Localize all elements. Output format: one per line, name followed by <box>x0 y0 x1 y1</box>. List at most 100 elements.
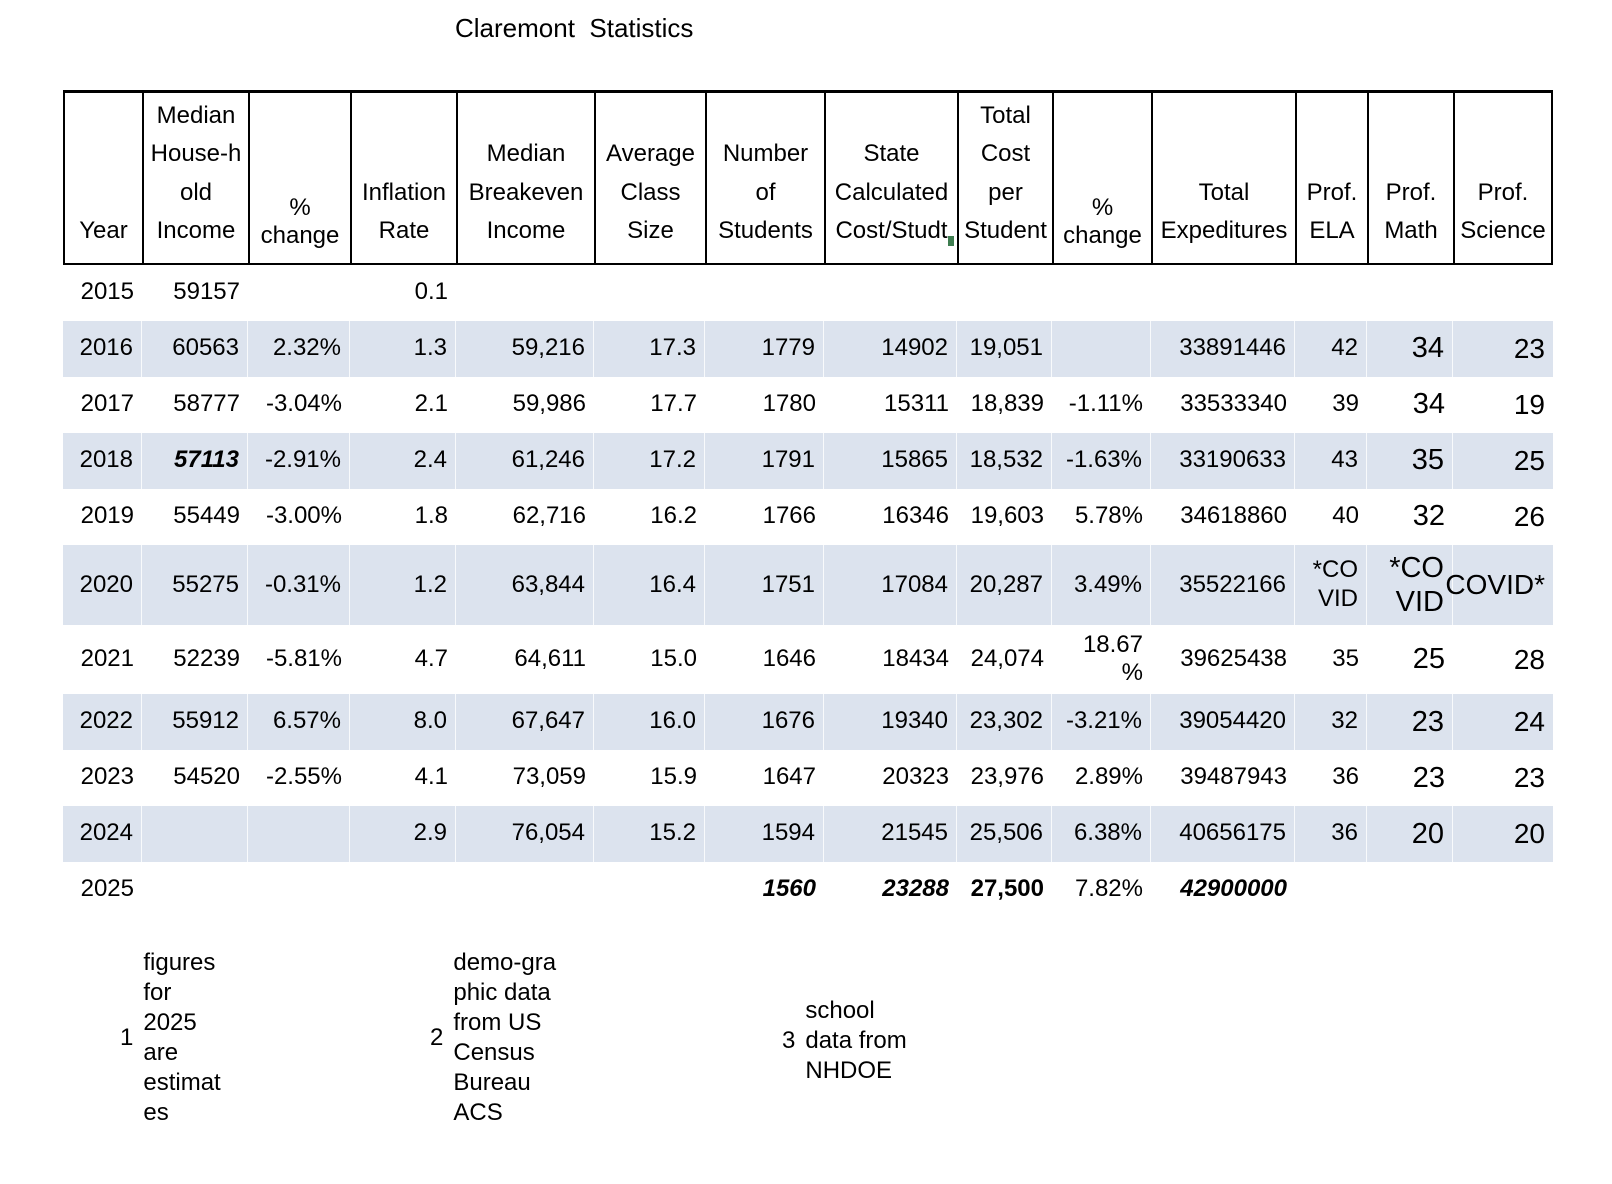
cell <box>142 805 248 862</box>
cell: 15.9 <box>650 763 697 791</box>
cell: 20,287 <box>957 544 1052 625</box>
cell: 16.4 <box>594 544 705 625</box>
cell: 23 <box>1412 761 1445 794</box>
cell: 1676 <box>705 693 824 750</box>
cell: 23 <box>1453 320 1553 377</box>
column-header: Year <box>63 90 142 265</box>
cell: 61,246 <box>456 432 594 489</box>
cell: 1560 <box>762 875 816 903</box>
column-header: Prof. Math <box>1367 90 1453 265</box>
cell: 15865 <box>824 432 957 489</box>
cell: 33891446 <box>1151 320 1295 377</box>
column-header: State Calculated Cost/Studt <box>824 90 957 265</box>
cell: 20323 <box>882 763 949 791</box>
footnote-2: 2 demo-gra phic data from US Census Bure… <box>430 948 556 1128</box>
cell: 1779 <box>705 320 824 377</box>
cell: 23288 <box>882 875 949 903</box>
cell: 55275 <box>142 544 248 625</box>
footnote-number: 2 <box>430 1024 444 1051</box>
cell <box>1367 862 1453 918</box>
cell: 15.0 <box>650 645 697 673</box>
cell: -1.11% <box>1068 390 1143 418</box>
cell: 1791 <box>705 432 824 489</box>
cell: 2022 <box>63 693 142 750</box>
cell: 58777 <box>173 390 240 418</box>
column-header: Median House-h old Income <box>142 90 248 265</box>
cell: 2020 <box>63 544 142 625</box>
cell: 35 <box>1332 645 1359 673</box>
cell: 19340 <box>824 693 957 750</box>
cell <box>957 265 1052 321</box>
table-row: 2015 59157 0.1 <box>63 265 1553 321</box>
cell: 21545 <box>824 805 957 862</box>
cell: 55449 <box>173 502 240 530</box>
cell: 17.2 <box>594 432 705 489</box>
cell: 1.8 <box>414 502 448 530</box>
cell: 23,976 <box>970 763 1044 791</box>
cell: 39 <box>1332 390 1359 418</box>
table-row: 2018 57113 -2.91% 2.4 61,246 17.2 1791 15865 18,… <box>63 432 1553 489</box>
cell <box>456 265 594 321</box>
column-header-label: Total Expeditures <box>1160 178 1288 245</box>
table-row: 2019 55449 -3.00% 1.8 62,716 16.2 1766 16346 19,… <box>63 489 1553 545</box>
cell <box>1295 265 1367 321</box>
cell: *COVID <box>1445 544 1553 625</box>
cell: 42 <box>1295 320 1367 377</box>
cell: 25,506 <box>957 805 1052 862</box>
table-row: 2020 55275 -0.31% 1.2 63,844 16.4 1751 17084 20,… <box>63 544 1553 625</box>
column-header-label: % change <box>260 193 340 250</box>
cell: 73,059 <box>512 763 586 791</box>
cell: 67,647 <box>456 693 594 750</box>
cell <box>1453 862 1553 918</box>
cell: 57113 <box>142 432 248 489</box>
footnote-text: demo-gra phic data from US Census Bureau… <box>453 949 557 1126</box>
cell: 24,074 <box>970 645 1044 673</box>
column-header-label: Total Cost per Student <box>964 102 1047 245</box>
cell: 6.57% <box>248 693 350 750</box>
cell: 18,839 <box>970 390 1044 418</box>
cell: 3.49% <box>1052 544 1151 625</box>
cell: 39487943 <box>1180 763 1287 791</box>
column-header-label: Year <box>79 217 128 245</box>
table-row: 2025 1560 23288 27,500 7.82% 42900000 <box>63 862 1553 918</box>
cell: 2021 <box>80 645 134 673</box>
column-header-label: Number of Students <box>718 140 813 245</box>
column-header: Median Breakeven Income <box>456 90 594 265</box>
cell: 2.32% <box>248 320 350 377</box>
cell: -2.91% <box>248 432 350 489</box>
footnote-3: 3 school data from NHDOE <box>782 996 907 1086</box>
cell: 35522166 <box>1151 544 1295 625</box>
cell: 17.3 <box>594 320 705 377</box>
cell <box>1453 265 1553 321</box>
cell: 16346 <box>882 502 949 530</box>
cell: 2025 <box>80 875 134 903</box>
cell: *CO VID <box>1367 544 1453 625</box>
cell-comment-marker-icon <box>948 235 954 246</box>
footnote-number: 3 <box>782 1027 796 1054</box>
cell: 2.89% <box>1074 763 1143 791</box>
cell: 19 <box>1513 389 1545 421</box>
cell: 63,844 <box>456 544 594 625</box>
cell: 54520 <box>173 763 240 791</box>
cell: 60563 <box>142 320 248 377</box>
cell: 2024 <box>63 805 142 862</box>
cell <box>1151 265 1295 321</box>
cell: 2019 <box>80 502 134 530</box>
cell: 28 <box>1513 643 1545 675</box>
cell: 2.1 <box>414 390 448 418</box>
cell: 18434 <box>882 645 949 673</box>
table-row: 2016 60563 2.32% 1.3 59,216 17.3 1779 14902 19,0… <box>63 320 1553 377</box>
column-header: Number of Students <box>705 90 824 265</box>
column-header-label: Median House-h old Income <box>150 102 242 245</box>
cell: 2015 <box>80 278 134 306</box>
column-header-label: Average Class Size <box>606 140 695 245</box>
cell: 14902 <box>824 320 957 377</box>
cell: 40 <box>1332 502 1359 530</box>
cell: 34 <box>1367 320 1453 377</box>
cell: 8.0 <box>350 693 456 750</box>
column-header-label: % change <box>1063 193 1142 250</box>
cell: 64,611 <box>514 645 586 673</box>
column-header: Prof. Science <box>1453 90 1553 265</box>
cell: 18.67 % <box>1082 631 1143 687</box>
cell: 19,051 <box>957 320 1052 377</box>
